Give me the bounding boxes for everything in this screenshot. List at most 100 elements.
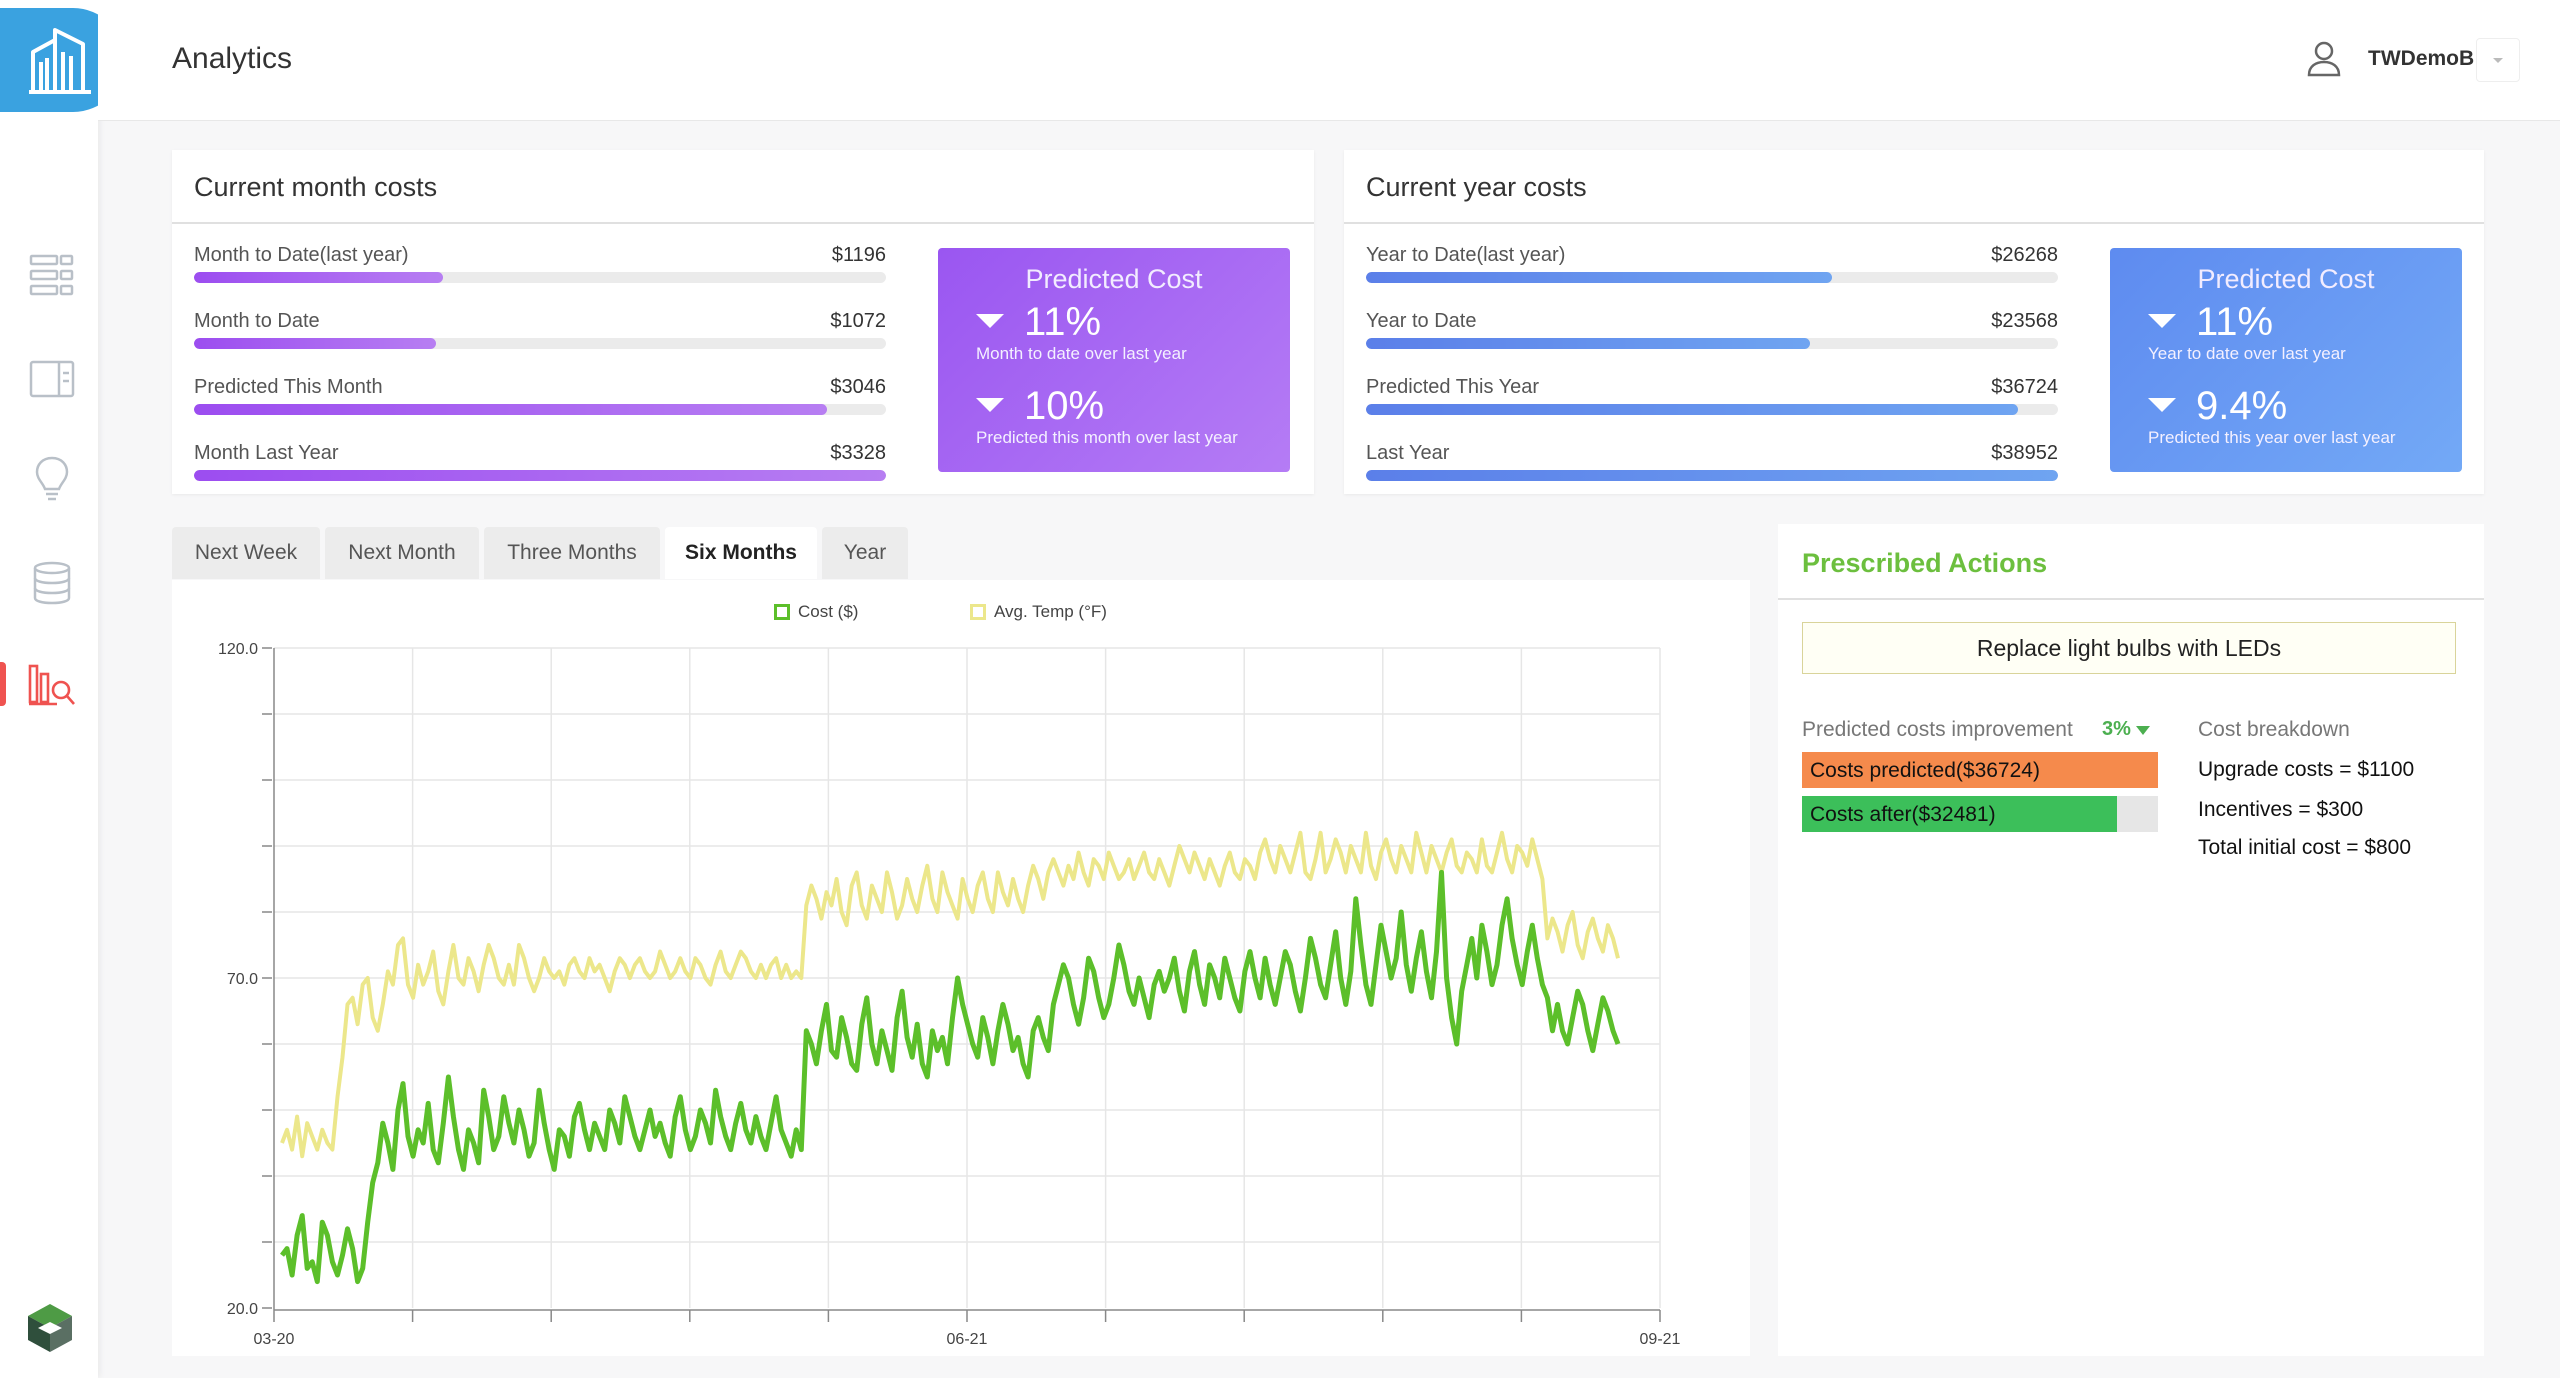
y-tick-label: 70.0 xyxy=(227,971,258,988)
down-arrow-icon xyxy=(2148,398,2176,412)
progress-track xyxy=(1366,338,2058,349)
chart-svg: 120.0 70.0 20.0 03-20 06-21 09-21 xyxy=(218,641,1681,1348)
costs-predicted-fill xyxy=(1802,752,2158,788)
metric-label: Month to Date(last year) xyxy=(194,244,409,266)
user-icon[interactable] xyxy=(2304,38,2344,78)
analytics-icon[interactable] xyxy=(25,658,79,712)
card-title: Current year costs xyxy=(1366,172,1587,202)
metric-label: Year to Date(last year) xyxy=(1366,244,1566,266)
progress-track xyxy=(194,272,886,283)
progress-track xyxy=(1366,470,2058,481)
progress-fill xyxy=(1366,470,2058,481)
tab-year[interactable]: Year xyxy=(822,527,908,579)
predicted-cost-box: Predicted Cost 11% Month to date over la… xyxy=(938,248,1290,472)
building-logo-icon xyxy=(28,28,91,94)
series-line-temp xyxy=(280,830,1620,1159)
legend-swatch-temp xyxy=(970,604,986,620)
down-arrow-icon xyxy=(976,314,1004,328)
breakdown-title: Cost breakdown xyxy=(2198,718,2350,741)
cost-temp-chart: 120.0 70.0 20.0 03-20 06-21 09-21 xyxy=(172,580,1750,1356)
tab-next-month[interactable]: Next Month xyxy=(325,527,479,579)
predicted-cost-title: Predicted Cost xyxy=(2197,264,2375,294)
progress-fill xyxy=(1366,338,1811,349)
progress-fill xyxy=(1366,404,2018,415)
divider xyxy=(172,222,1314,224)
legend-swatch-cost xyxy=(774,604,790,620)
year-costs-card: Current year costs Year to Date(last yea… xyxy=(1344,150,2484,494)
metric-value: $3046 xyxy=(830,376,886,398)
down-arrow-icon xyxy=(976,398,1004,412)
database-icon[interactable] xyxy=(25,556,79,610)
predicted-percent: 9.4% xyxy=(2196,384,2288,428)
costs-after-label: Costs after($32481) xyxy=(1810,803,1996,826)
legend-label-temp: Avg. Temp (°F) xyxy=(994,602,1107,621)
metric-row: Predicted This Month $3046 xyxy=(194,376,886,420)
divider xyxy=(1778,598,2484,600)
lightbulb-icon[interactable] xyxy=(25,452,79,506)
top-header: Analytics TWDemoB xyxy=(98,0,2560,121)
costs-after-fill xyxy=(1802,796,2118,832)
dashboard-list-icon[interactable] xyxy=(25,248,79,302)
tab-next-week[interactable]: Next Week xyxy=(172,527,320,579)
y-tick-label: 120.0 xyxy=(218,641,258,658)
metric-label: Last Year xyxy=(1366,442,1450,464)
improvement-value[interactable]: 3% xyxy=(2102,718,2131,740)
metric-row: Predicted This Year $36724 xyxy=(1366,376,2058,420)
predicted-subtitle: Year to date over last year xyxy=(2148,344,2346,363)
panel-layout-icon[interactable] xyxy=(25,352,79,406)
costs-predicted-label: Costs predicted($36724) xyxy=(1810,759,2040,782)
series-line-cost xyxy=(280,869,1621,1285)
predicted-percent: 11% xyxy=(1024,300,1102,344)
metric-label: Month to Date xyxy=(194,310,320,332)
metric-value: $38952 xyxy=(1991,442,2058,464)
predicted-subtitle: Predicted this month over last year xyxy=(976,428,1238,447)
metric-value: $36724 xyxy=(1991,376,2058,398)
page-title: Analytics xyxy=(172,42,293,75)
divider xyxy=(1344,222,2484,224)
metric-value: $3328 xyxy=(830,442,886,464)
costs-after-bar: Costs after($32481) xyxy=(1802,796,2158,832)
prescribed-actions-card: Prescribed Actions Replace light bulbs w… xyxy=(1778,524,2484,1356)
breakdown-item: Incentives = $300 xyxy=(2198,798,2364,821)
x-tick-label: 06-21 xyxy=(947,1331,988,1348)
card-title: Current month costs xyxy=(194,172,438,202)
tab-three-months[interactable]: Three Months xyxy=(484,527,660,579)
progress-fill xyxy=(194,272,444,283)
chevron-down-icon xyxy=(2493,58,2503,63)
progress-track xyxy=(194,470,886,481)
tab-six-months[interactable]: Six Months xyxy=(665,527,817,579)
down-arrow-icon xyxy=(2148,314,2176,328)
x-tick-label: 09-21 xyxy=(1640,1331,1681,1348)
predicted-percent: 11% xyxy=(2196,300,2274,344)
active-nav-marker xyxy=(0,662,6,706)
metric-row: Month to Date(last year) $1196 xyxy=(194,244,886,288)
metric-row: Year to Date(last year) $26268 xyxy=(1366,244,2058,288)
caret-down-icon[interactable] xyxy=(2136,726,2150,735)
month-costs-card: Current month costs Month to Date(last y… xyxy=(172,150,1314,494)
improvement-label: Predicted costs improvement xyxy=(1802,718,2073,741)
metric-value: $1196 xyxy=(831,244,886,266)
legend-label-cost: Cost ($) xyxy=(798,602,859,621)
progress-track xyxy=(1366,404,2058,415)
y-tick-label: 20.0 xyxy=(227,1301,258,1318)
progress-track xyxy=(194,338,886,349)
predicted-percent: 10% xyxy=(1024,384,1105,428)
metric-label: Month Last Year xyxy=(194,442,339,464)
user-menu-dropdown[interactable] xyxy=(2476,38,2520,82)
metric-label: Year to Date xyxy=(1366,310,1477,332)
breakdown-item: Upgrade costs = $1100 xyxy=(2198,758,2415,781)
metric-label: Predicted This Month xyxy=(194,376,383,398)
action-led-button[interactable]: Replace light bulbs with LEDs xyxy=(1802,622,2456,674)
progress-track xyxy=(194,404,886,415)
metric-value: $26268 xyxy=(1991,244,2058,266)
progress-fill xyxy=(194,404,828,415)
x-tick-label: 03-20 xyxy=(254,1331,295,1348)
user-name[interactable]: TWDemoB xyxy=(2368,47,2475,70)
sidebar xyxy=(0,0,125,1378)
progress-track xyxy=(1366,272,2058,283)
actions-title: Prescribed Actions xyxy=(1802,548,2048,578)
metric-row: Month to Date $1072 xyxy=(194,310,886,354)
metric-value: $23568 xyxy=(1991,310,2058,332)
predicted-cost-title: Predicted Cost xyxy=(1025,264,1203,294)
progress-fill xyxy=(194,338,437,349)
